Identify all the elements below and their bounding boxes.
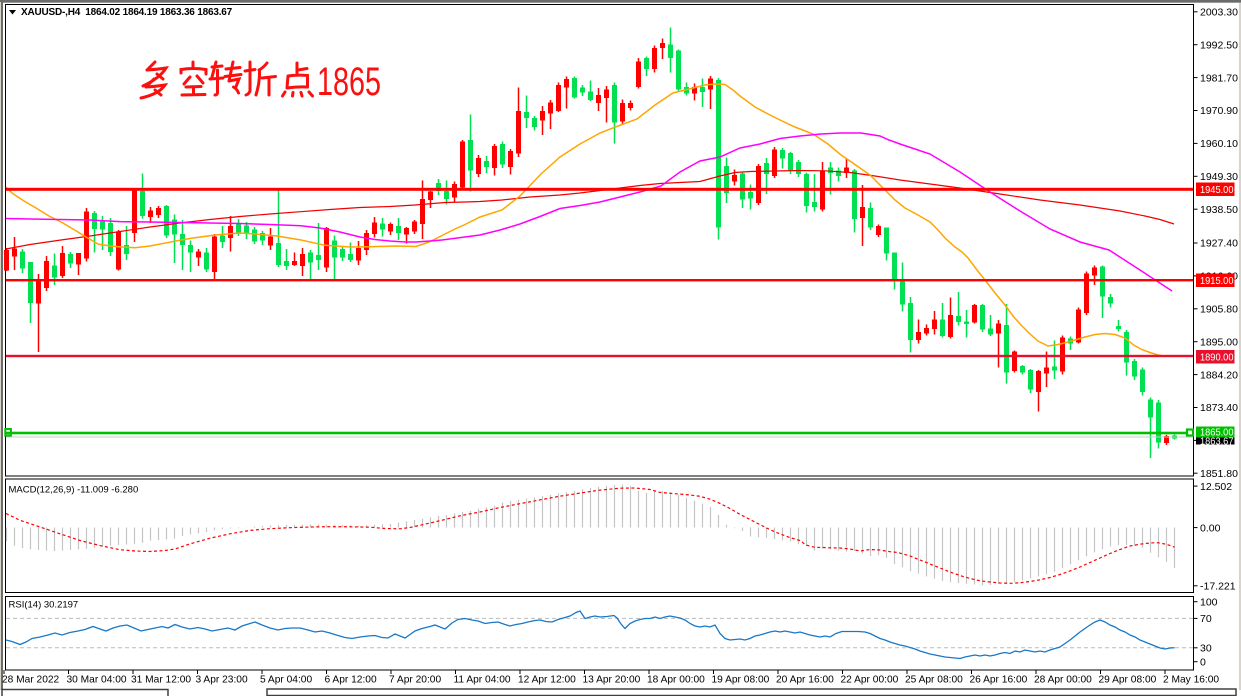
svg-text:1865: 1865 (317, 60, 381, 104)
svg-text:1865.00: 1865.00 (1200, 427, 1234, 439)
svg-text:1863.67: 1863.67 (1200, 436, 1234, 448)
svg-text:1992.50: 1992.50 (1200, 39, 1238, 51)
svg-text:2003.30: 2003.30 (1200, 7, 1238, 19)
svg-text:1945.00: 1945.00 (1200, 184, 1234, 196)
svg-text:28 Mar 2022: 28 Mar 2022 (2, 675, 60, 686)
svg-text:1873.40: 1873.40 (1200, 402, 1238, 414)
svg-text:1851.80: 1851.80 (1200, 468, 1238, 480)
svg-text:RSI(14) 30.2197: RSI(14) 30.2197 (9, 599, 79, 610)
svg-text:100: 100 (1200, 596, 1218, 608)
svg-text:28 Apr 00:00: 28 Apr 00:00 (1034, 675, 1092, 686)
svg-text:1960.10: 1960.10 (1200, 138, 1238, 150)
svg-text:1927.40: 1927.40 (1200, 238, 1238, 250)
svg-text:0.00: 0.00 (1200, 522, 1221, 534)
svg-text:13 Apr 20:00: 13 Apr 20:00 (583, 675, 641, 686)
svg-text:70: 70 (1200, 613, 1212, 625)
svg-text:20 Apr 16:00: 20 Apr 16:00 (776, 675, 834, 686)
svg-text:18 Apr 00:00: 18 Apr 00:00 (647, 675, 705, 686)
svg-text:1915.00: 1915.00 (1200, 275, 1234, 287)
svg-text:1938.50: 1938.50 (1200, 204, 1238, 216)
svg-text:26 Apr 16:00: 26 Apr 16:00 (970, 675, 1028, 686)
svg-text:1890.00: 1890.00 (1200, 351, 1234, 363)
svg-text:2 May 16:00: 2 May 16:00 (1163, 675, 1219, 686)
svg-text:1981.70: 1981.70 (1200, 72, 1238, 84)
svg-text:MACD(12,26,9) -11.009 -6.280: MACD(12,26,9) -11.009 -6.280 (9, 484, 139, 495)
svg-text:30 Mar 04:00: 30 Mar 04:00 (67, 675, 127, 686)
svg-text:25 Apr 08:00: 25 Apr 08:00 (905, 675, 963, 686)
svg-text:1949.30: 1949.30 (1200, 171, 1238, 183)
svg-text:6 Apr 12:00: 6 Apr 12:00 (325, 675, 377, 686)
svg-text:29 Apr 08:00: 29 Apr 08:00 (1099, 675, 1157, 686)
svg-text:7 Apr 20:00: 7 Apr 20:00 (389, 675, 441, 686)
svg-text:12 Apr 12:00: 12 Apr 12:00 (518, 675, 576, 686)
svg-text:3 Apr 23:00: 3 Apr 23:00 (196, 675, 248, 686)
svg-text:-17.221: -17.221 (1200, 581, 1236, 593)
svg-text:0: 0 (1200, 656, 1206, 668)
svg-text:30: 30 (1200, 643, 1212, 655)
svg-text:12.502: 12.502 (1200, 481, 1232, 493)
svg-text:1905.80: 1905.80 (1200, 304, 1238, 316)
svg-text:1970.90: 1970.90 (1200, 105, 1238, 117)
svg-text:1884.20: 1884.20 (1200, 369, 1238, 381)
svg-text:22 Apr 00:00: 22 Apr 00:00 (841, 675, 899, 686)
svg-text:1895.00: 1895.00 (1200, 336, 1238, 348)
svg-text:31 Mar 12:00: 31 Mar 12:00 (131, 675, 191, 686)
svg-text:XAUUSD-,H4 1864.02 1864.19 18: XAUUSD-,H4 1864.02 1864.19 1863.36 1863.… (21, 7, 233, 18)
svg-text:19 Apr 08:00: 19 Apr 08:00 (712, 675, 770, 686)
svg-text:11 Apr 04:00: 11 Apr 04:00 (454, 675, 511, 686)
svg-text:5 Apr 04:00: 5 Apr 04:00 (260, 675, 312, 686)
